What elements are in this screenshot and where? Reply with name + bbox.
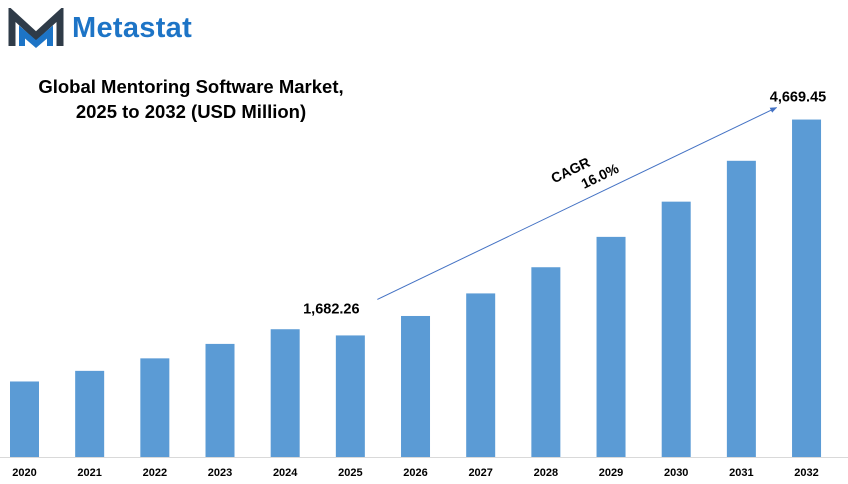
bar-2027 (466, 293, 496, 457)
bar-2029 (596, 236, 626, 457)
data-label-2032: 4,669.45 (770, 90, 826, 106)
brand-name: Metastat (72, 12, 193, 44)
bar-2021 (75, 370, 105, 457)
chart-title-line-1: Global Mentoring Software Market, (38, 76, 344, 97)
brand-logo: Metastat (8, 8, 228, 50)
x-tick-label-2020: 2020 (12, 467, 36, 479)
bar-2024 (270, 329, 300, 457)
x-tick-label-2024: 2024 (273, 467, 298, 479)
bar-2020 (10, 381, 39, 457)
x-tick-label-2032: 2032 (794, 467, 818, 479)
x-tick-label-2027: 2027 (468, 467, 492, 479)
x-tick-label-2022: 2022 (143, 467, 167, 479)
bar-2025 (335, 335, 365, 457)
bar-2023 (205, 343, 235, 457)
x-tick-label-2030: 2030 (664, 467, 688, 479)
x-tick-label-2031: 2031 (729, 467, 753, 479)
bar-2032 (792, 119, 822, 458)
x-tick-label-2029: 2029 (599, 467, 623, 479)
chart-title-line-2: 2025 to 2032 (USD Million) (75, 101, 307, 122)
bar-2030 (661, 201, 691, 457)
x-tick-label-2021: 2021 (77, 467, 101, 479)
x-tick-label-2028: 2028 (534, 467, 558, 479)
x-tick-label-2023: 2023 (208, 467, 232, 479)
x-tick-label-2026: 2026 (403, 467, 427, 479)
cagr-arrow (377, 107, 778, 300)
metastat-m-logo-icon (8, 8, 64, 48)
data-label-2025: 1,682.26 (303, 301, 359, 317)
bar-2028 (531, 267, 561, 457)
x-tick-label-2025: 2025 (338, 467, 362, 479)
bar-2022 (140, 358, 170, 457)
bar-2026 (401, 315, 431, 457)
chart-title: Global Mentoring Software Market, 2025 t… (18, 74, 364, 124)
bar-2031 (726, 160, 756, 457)
